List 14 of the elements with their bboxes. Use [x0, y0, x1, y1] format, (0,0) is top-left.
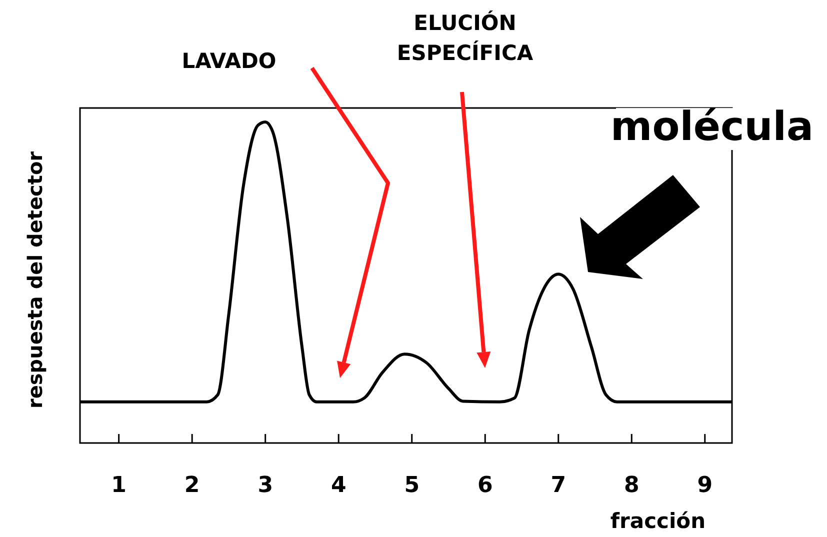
x-tick-label: 9	[697, 473, 713, 498]
annotation: molécula	[610, 104, 814, 150]
x-tick-label: 5	[404, 473, 420, 498]
x-axis-title: fracción	[610, 509, 706, 533]
x-tick-label: 2	[184, 473, 200, 498]
x-tick-label: 8	[624, 473, 640, 498]
x-tick-label: 6	[477, 473, 493, 498]
text: LAVADO	[182, 49, 276, 73]
x-tick-label: 4	[330, 473, 346, 498]
x-tick-label: 1	[111, 473, 126, 498]
y-axis-title: respuesta del detector	[23, 151, 47, 409]
x-tick-label: 7	[550, 473, 566, 498]
text: ELUCIÓN ESPECÍFICA	[396, 10, 534, 65]
x-tick-label: 3	[258, 473, 273, 498]
